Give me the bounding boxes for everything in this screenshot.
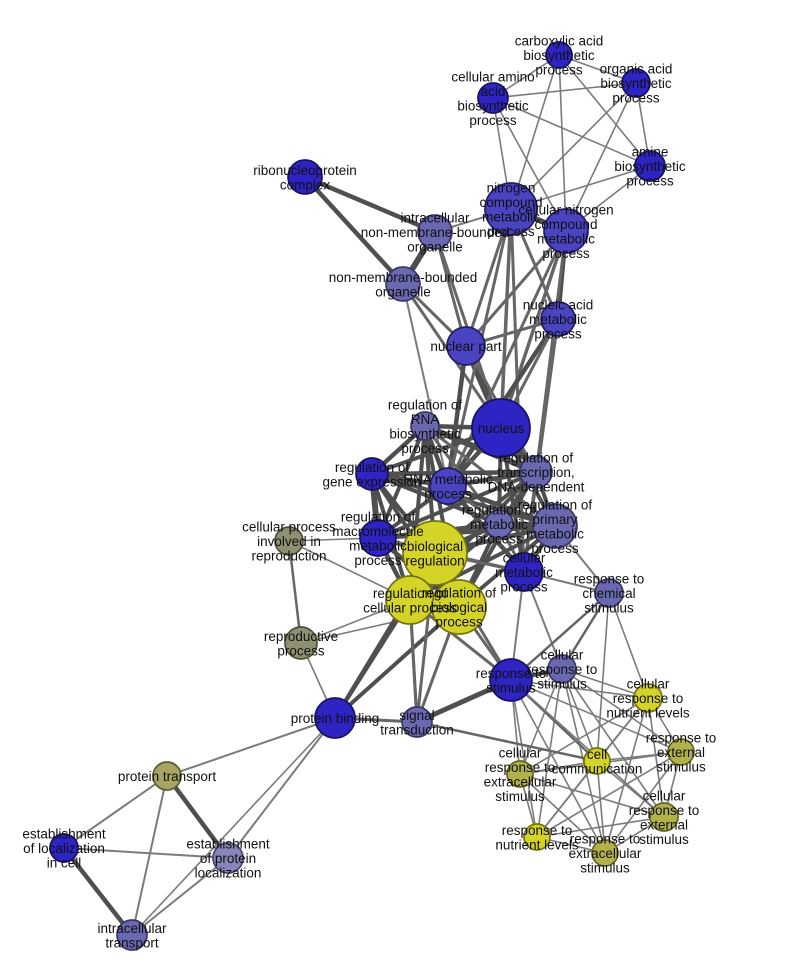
node-st[interactable] <box>401 706 433 738</box>
node-cc[interactable] <box>583 747 611 775</box>
node-epl[interactable] <box>212 842 244 874</box>
node-nam[interactable] <box>540 301 576 337</box>
node-aa[interactable] <box>477 82 509 114</box>
edge-rs-rnl <box>510 679 538 838</box>
nodes-layer <box>49 41 695 951</box>
node-rnl[interactable] <box>523 823 551 851</box>
edge-nmb-rna <box>402 283 449 487</box>
edge-oa-cnc <box>565 82 637 232</box>
edge-rrb-rpm <box>423 424 557 528</box>
edge-crs-res <box>561 668 682 753</box>
edge-crnl-crxs <box>647 697 665 818</box>
labels-layer: carboxylic acid biosynthetic process organi… <box>22 33 716 950</box>
node-rpm[interactable] <box>532 503 578 549</box>
node-rtd[interactable] <box>519 455 553 489</box>
node-rrb[interactable] <box>410 411 440 441</box>
edge-elc-it <box>61 845 135 938</box>
edge-rnp-nmb <box>302 174 406 287</box>
node-it[interactable] <box>116 919 148 951</box>
edge-res-rxs <box>604 751 682 854</box>
node-rs[interactable] <box>489 658 533 702</box>
node-rmm[interactable] <box>359 519 397 557</box>
node-pb[interactable] <box>314 697 356 739</box>
edge-it-pb <box>131 717 336 936</box>
edge-cres-crxs <box>519 773 665 818</box>
edge-cpr-rp <box>287 539 303 645</box>
node-cnc[interactable] <box>543 208 589 254</box>
edge-cc-rxs <box>596 760 606 854</box>
edge-pt-it <box>131 775 168 936</box>
edge-pb-pt <box>166 717 336 777</box>
edge-cc-rnl <box>536 760 598 838</box>
edge-pt-elc <box>63 775 168 849</box>
node-np[interactable] <box>446 326 486 366</box>
edge-rs-rxs <box>510 679 606 854</box>
edge-cc-st <box>415 720 599 763</box>
edge-pb-epl <box>227 717 336 859</box>
node-cpr[interactable] <box>274 526 304 556</box>
edge-rnp-inmb <box>302 174 438 235</box>
node-pt[interactable] <box>152 761 182 791</box>
node-rcs[interactable] <box>594 578 624 608</box>
edge-crnl-rxs <box>604 697 649 854</box>
edge-elc-epl <box>63 847 229 859</box>
edge-aa-cnc <box>492 97 567 232</box>
edge-ca-cnc <box>558 54 567 232</box>
node-crs[interactable] <box>547 654 577 684</box>
edge-crnl-cres <box>519 697 649 775</box>
edge-cnc-nuc <box>499 229 568 430</box>
node-crnl[interactable] <box>633 683 663 713</box>
node-crxs[interactable] <box>649 802 679 832</box>
edge-res-rnl <box>536 751 682 838</box>
edge-crxs-rnl <box>536 816 665 838</box>
edge-rs-crnl <box>510 679 649 699</box>
edge-ca-nc <box>510 54 560 210</box>
edge-crs-rnl <box>536 668 563 838</box>
edge-rs-res <box>510 679 682 753</box>
node-br[interactable] <box>402 520 468 586</box>
node-rmp[interactable] <box>484 509 514 539</box>
node-rp[interactable] <box>284 626 318 660</box>
edge-oa-nc <box>510 82 637 210</box>
node-cres[interactable] <box>506 760 534 788</box>
node-cmp[interactable] <box>504 552 544 592</box>
edge-oa-aa <box>492 82 637 99</box>
edge-epl-it <box>131 857 229 936</box>
edge-nam-rtd <box>534 317 560 474</box>
node-rge[interactable] <box>355 457 389 491</box>
edges-layer <box>61 54 682 938</box>
edge-crs-crnl <box>561 668 649 699</box>
node-rbp[interactable] <box>431 579 487 635</box>
node-nuc[interactable] <box>471 398 531 458</box>
edge-cres-rxs <box>519 773 606 854</box>
node-elc[interactable] <box>49 833 79 863</box>
node-am[interactable] <box>634 150 666 182</box>
edge-rcs-crnl <box>608 592 649 699</box>
node-nc[interactable] <box>484 182 538 236</box>
edge-rge-rpm <box>370 472 557 528</box>
node-rcp[interactable] <box>385 575 435 625</box>
edge-rs-crxs <box>510 679 665 818</box>
edge-crs-cc <box>561 668 598 762</box>
node-ca[interactable] <box>545 41 573 69</box>
edge-ca-am <box>558 54 651 167</box>
edge-rcs-cc <box>596 592 610 762</box>
node-oa[interactable] <box>621 68 651 98</box>
node-nmb[interactable] <box>385 266 421 302</box>
node-rna[interactable] <box>429 467 467 505</box>
edge-rcs-crs <box>560 591 611 671</box>
edge-aa-am <box>492 97 651 167</box>
node-rxs[interactable] <box>591 839 619 867</box>
node-rnp[interactable] <box>287 159 323 195</box>
node-res[interactable] <box>667 738 695 766</box>
edge-nc-nuc <box>499 207 513 430</box>
node-inmb[interactable] <box>417 214 453 250</box>
